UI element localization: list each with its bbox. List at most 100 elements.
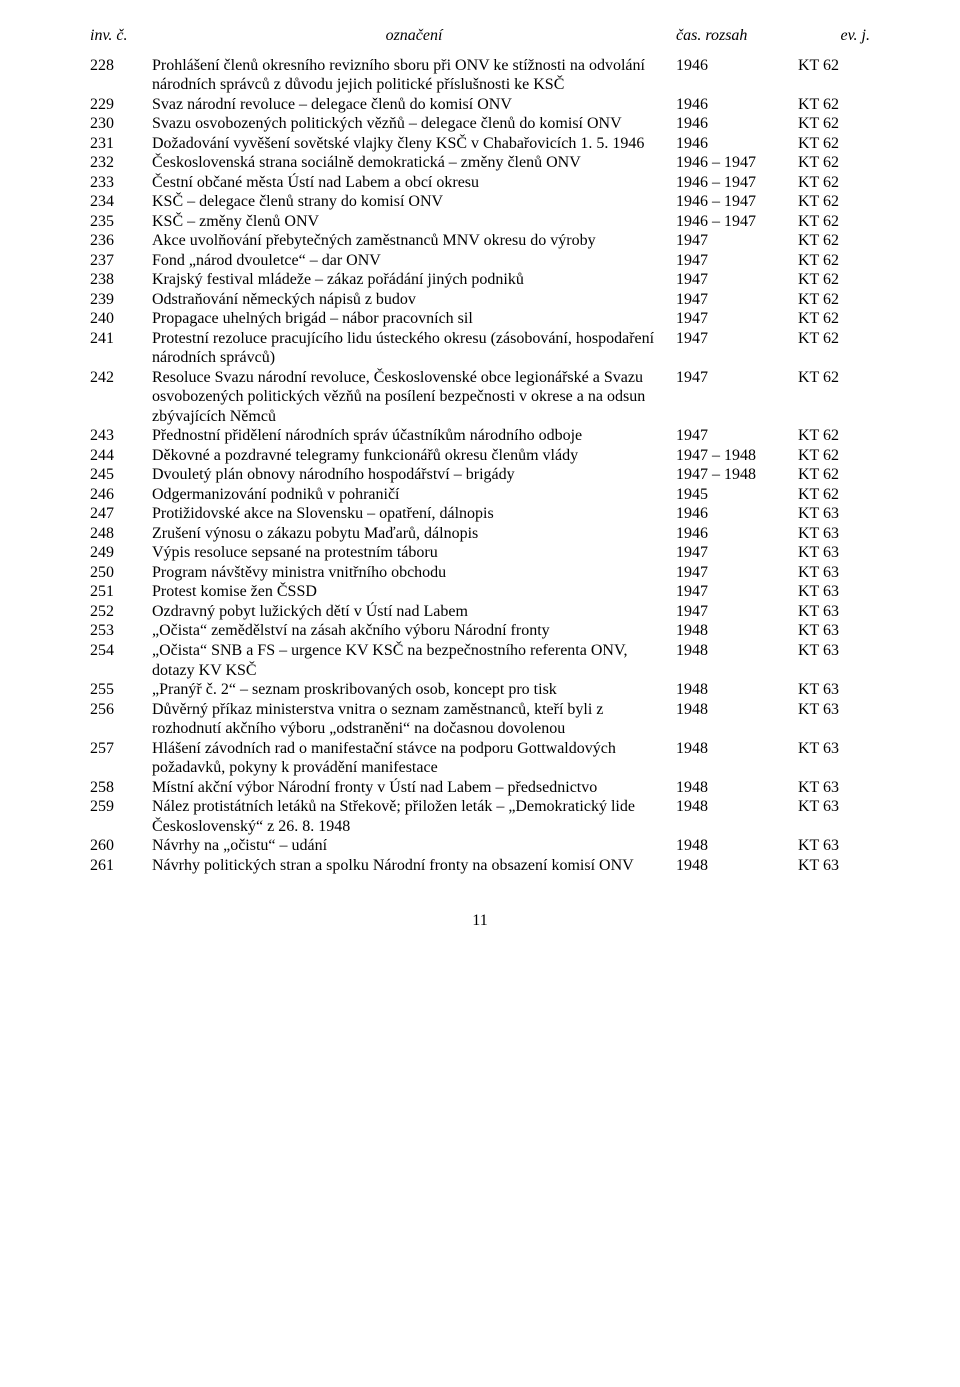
row-ev: KT 63 <box>798 543 870 563</box>
row-ev: KT 63 <box>798 680 870 700</box>
table-row: 245Dvouletý plán obnovy národního hospod… <box>90 465 870 485</box>
row-ev: KT 62 <box>798 329 870 349</box>
header-oznaceni: označení <box>152 26 676 46</box>
row-description: Protest komise žen ČSSD <box>152 582 676 602</box>
row-ev: KT 62 <box>798 153 870 173</box>
row-number: 260 <box>90 836 152 856</box>
document-page: inv. č. označení čas. rozsah ev. j. 228P… <box>0 0 960 971</box>
table-row: 241Protestní rezoluce pracujícího lidu ú… <box>90 329 870 368</box>
row-description: Krajský festival mládeže – zákaz pořádán… <box>152 270 676 290</box>
table-row: 237Fond „národ dvouletce“ – dar ONV1947K… <box>90 251 870 271</box>
row-ev: KT 63 <box>798 700 870 720</box>
row-description: Nález protistátních letáků na Střekově; … <box>152 797 676 836</box>
row-ev: KT 63 <box>798 856 870 876</box>
row-description: Program návštěvy ministra vnitřního obch… <box>152 563 676 583</box>
row-number: 235 <box>90 212 152 232</box>
row-number: 258 <box>90 778 152 798</box>
row-ev: KT 62 <box>798 95 870 115</box>
row-year: 1947 <box>676 563 798 583</box>
row-number: 239 <box>90 290 152 310</box>
row-year: 1947 <box>676 426 798 446</box>
row-year: 1947 <box>676 251 798 271</box>
row-description: „Očista“ zemědělství na zásah akčního vý… <box>152 621 676 641</box>
row-ev: KT 63 <box>798 524 870 544</box>
row-year: 1947 <box>676 368 798 388</box>
row-number: 259 <box>90 797 152 817</box>
row-ev: KT 63 <box>798 739 870 759</box>
row-ev: KT 62 <box>798 231 870 251</box>
row-ev: KT 62 <box>798 290 870 310</box>
row-description: Odstraňování německých nápisů z budov <box>152 290 676 310</box>
row-number: 232 <box>90 153 152 173</box>
row-number: 229 <box>90 95 152 115</box>
table-row: 242Resoluce Svazu národní revoluce, Česk… <box>90 368 870 427</box>
row-ev: KT 62 <box>798 485 870 505</box>
row-year: 1948 <box>676 641 798 661</box>
table-header: inv. č. označení čas. rozsah ev. j. <box>90 26 870 46</box>
row-description: Děkovné a pozdravné telegramy funkcionář… <box>152 446 676 466</box>
row-description: Návrhy politických stran a spolku Národn… <box>152 856 676 876</box>
row-year: 1946 – 1947 <box>676 212 798 232</box>
row-ev: KT 63 <box>798 641 870 661</box>
row-ev: KT 63 <box>798 778 870 798</box>
row-year: 1948 <box>676 856 798 876</box>
table-row: 260Návrhy na „očistu“ – udání1948KT 63 <box>90 836 870 856</box>
row-number: 242 <box>90 368 152 388</box>
row-description: Zrušení výnosu o zákazu pobytu Maďarů, d… <box>152 524 676 544</box>
row-number: 250 <box>90 563 152 583</box>
row-number: 251 <box>90 582 152 602</box>
row-year: 1948 <box>676 700 798 720</box>
row-year: 1945 <box>676 485 798 505</box>
row-year: 1947 – 1948 <box>676 465 798 485</box>
table-row: 251Protest komise žen ČSSD1947KT 63 <box>90 582 870 602</box>
row-number: 241 <box>90 329 152 349</box>
row-number: 240 <box>90 309 152 329</box>
row-number: 252 <box>90 602 152 622</box>
row-ev: KT 63 <box>798 582 870 602</box>
row-description: Dvouletý plán obnovy národního hospodářs… <box>152 465 676 485</box>
table-row: 257Hlášení závodních rad o manifestační … <box>90 739 870 778</box>
row-year: 1947 <box>676 270 798 290</box>
table-row: 230Svazu osvobozených politických vězňů … <box>90 114 870 134</box>
table-row: 256Důvěrný příkaz ministerstva vnitra o … <box>90 700 870 739</box>
row-ev: KT 62 <box>798 446 870 466</box>
row-year: 1948 <box>676 680 798 700</box>
row-number: 247 <box>90 504 152 524</box>
table-row: 234KSČ – delegace členů strany do komisí… <box>90 192 870 212</box>
row-year: 1947 – 1948 <box>676 446 798 466</box>
row-ev: KT 62 <box>798 192 870 212</box>
row-number: 245 <box>90 465 152 485</box>
row-year: 1947 <box>676 329 798 349</box>
row-number: 237 <box>90 251 152 271</box>
row-ev: KT 63 <box>798 797 870 817</box>
row-year: 1947 <box>676 582 798 602</box>
row-number: 248 <box>90 524 152 544</box>
table-row: 249Výpis resoluce sepsané na protestním … <box>90 543 870 563</box>
row-description: Odgermanizování podniků v pohraničí <box>152 485 676 505</box>
row-year: 1948 <box>676 836 798 856</box>
row-description: Prohlášení členů okresního revizního sbo… <box>152 56 676 95</box>
row-number: 244 <box>90 446 152 466</box>
row-number: 255 <box>90 680 152 700</box>
row-ev: KT 62 <box>798 368 870 388</box>
table-row: 232Československá strana sociálně demokr… <box>90 153 870 173</box>
row-year: 1948 <box>676 797 798 817</box>
row-year: 1947 <box>676 309 798 329</box>
table-row: 261Návrhy politických stran a spolku Nár… <box>90 856 870 876</box>
row-year: 1948 <box>676 621 798 641</box>
row-ev: KT 63 <box>798 621 870 641</box>
page-number: 11 <box>90 911 870 931</box>
table-body: 228Prohlášení členů okresního revizního … <box>90 56 870 876</box>
row-description: „Očista“ SNB a FS – urgence KV KSČ na be… <box>152 641 676 680</box>
row-number: 234 <box>90 192 152 212</box>
row-number: 254 <box>90 641 152 661</box>
table-row: 248Zrušení výnosu o zákazu pobytu Maďarů… <box>90 524 870 544</box>
table-row: 259Nález protistátních letáků na Střekov… <box>90 797 870 836</box>
row-number: 231 <box>90 134 152 154</box>
row-description: KSČ – delegace členů strany do komisí ON… <box>152 192 676 212</box>
row-year: 1947 <box>676 602 798 622</box>
row-description: Čestní občané města Ústí nad Labem a obc… <box>152 173 676 193</box>
row-ev: KT 62 <box>798 251 870 271</box>
table-row: 239Odstraňování německých nápisů z budov… <box>90 290 870 310</box>
row-description: Fond „národ dvouletce“ – dar ONV <box>152 251 676 271</box>
